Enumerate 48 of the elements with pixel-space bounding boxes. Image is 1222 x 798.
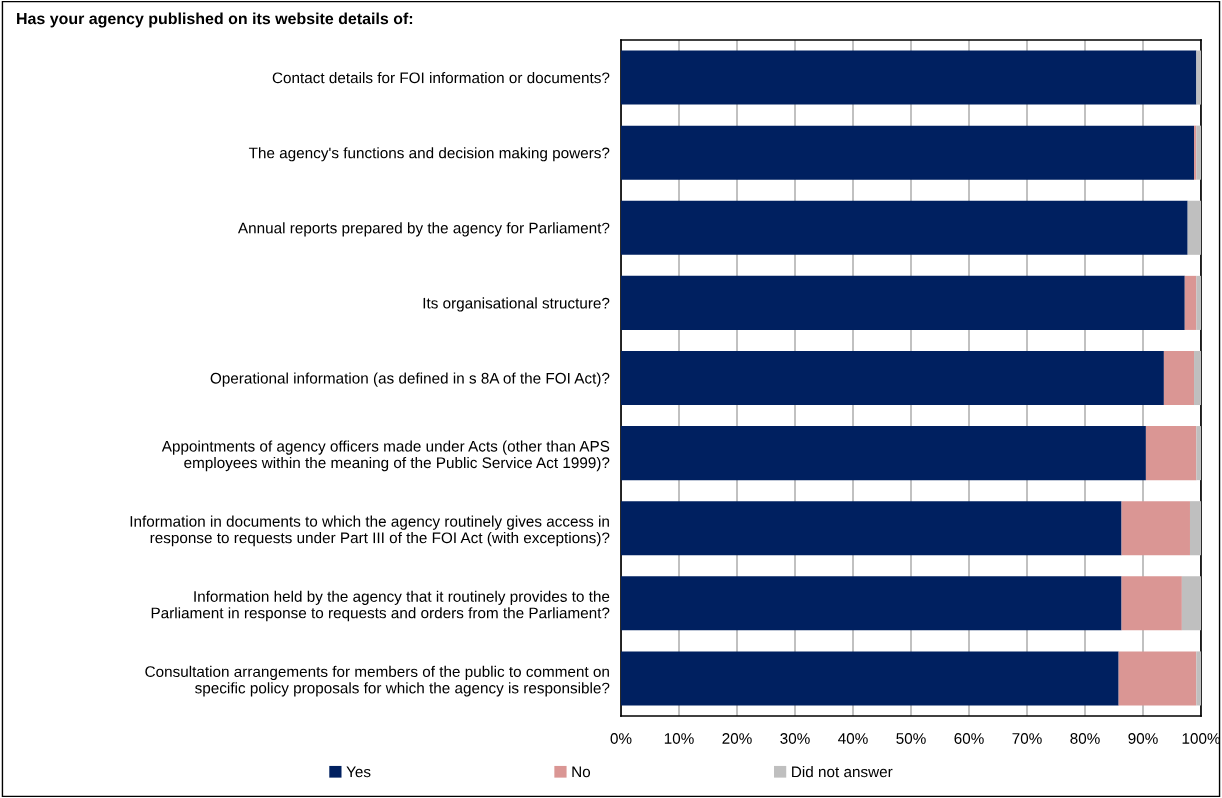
bar <box>1196 426 1201 481</box>
bar <box>1189 501 1201 556</box>
bar <box>1145 426 1197 481</box>
bar <box>1118 651 1197 706</box>
legend-label: No <box>572 766 591 778</box>
bar <box>1121 576 1182 631</box>
bar <box>621 426 1146 481</box>
bar <box>1196 125 1201 180</box>
bar <box>621 275 1185 330</box>
bar <box>1194 350 1201 406</box>
x-tick-label: 80% <box>1070 733 1100 744</box>
x-tick-label: 40% <box>838 733 868 744</box>
y-tick-label: Appointments of agency officers made under Acts (other than APS employees within the meaning of the Public Service Act 1999)? <box>161 440 610 472</box>
y-tick-label: The agency's functions and decision making powers? <box>248 147 610 162</box>
x-tick-label: 30% <box>780 733 810 744</box>
bar <box>1163 350 1195 406</box>
legend-label: Did not answer <box>792 766 893 778</box>
x-tick-label: 10% <box>664 733 694 744</box>
bar <box>1181 576 1201 631</box>
y-tick-label: Its organisational structure? <box>423 297 610 312</box>
y-tick-label: Contact details for FOI information or documents? <box>272 72 610 84</box>
legend-label: Yes <box>346 766 371 778</box>
bar <box>621 651 1119 706</box>
bar <box>1121 501 1190 556</box>
x-tick-label: 70% <box>1012 733 1042 744</box>
bar <box>1196 50 1201 105</box>
y-tick-label: Consultation arrangements for members of the public to comment on specific policy proposals for which the agency is responsible? <box>145 665 610 697</box>
bar <box>1196 275 1201 330</box>
x-tick-label: 100% <box>1182 733 1220 744</box>
bar <box>621 350 1164 406</box>
bar <box>621 125 1195 180</box>
x-tick-label: 90% <box>1128 733 1158 744</box>
bar <box>1184 275 1197 330</box>
x-tick-label: 60% <box>954 733 984 744</box>
x-tick-label: 50% <box>896 733 926 744</box>
bar <box>1196 651 1201 706</box>
y-tick-label: Operational information (as defined in s 8A of the FOI Act)? <box>210 372 610 387</box>
y-tick-label: Information in documents to which the agency routinely gives access in response to requests under Part III of the FOI Act (with exceptions)? <box>130 515 610 547</box>
bar <box>621 200 1188 255</box>
bar <box>621 50 1197 105</box>
bar <box>621 501 1122 556</box>
text: Has your agency published on its website details of: <box>17 12 413 28</box>
x-tick-label: 20% <box>722 733 752 744</box>
bar <box>621 576 1122 631</box>
y-tick-label: Annual reports prepared by the agency for Parliament? <box>237 222 610 237</box>
x-tick-label: 0% <box>610 733 632 744</box>
bar <box>1187 200 1201 255</box>
y-tick-label: Information held by the agency that it routinely provides to the Parliament in response to requests and orders from the Parliament? <box>151 590 610 622</box>
